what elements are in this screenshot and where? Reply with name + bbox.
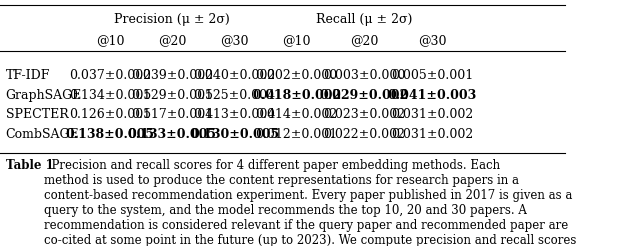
Text: GraphSAGE: GraphSAGE [6, 89, 82, 102]
Text: 0.022±0.002: 0.022±0.002 [323, 128, 405, 141]
Text: Precision (μ ± 2σ): Precision (μ ± 2σ) [115, 13, 230, 26]
Text: @20: @20 [350, 34, 379, 47]
Text: 0.125±0.004: 0.125±0.004 [193, 89, 275, 102]
Text: SPECTER: SPECTER [6, 108, 68, 122]
Text: 0.012±0.001: 0.012±0.001 [255, 128, 338, 141]
Text: 0.039±0.002: 0.039±0.002 [131, 69, 213, 82]
Text: Table 1: Table 1 [6, 159, 53, 172]
Text: @10: @10 [282, 34, 311, 47]
Text: 0.126±0.005: 0.126±0.005 [69, 108, 151, 122]
Text: 0.002±0.000: 0.002±0.000 [255, 69, 338, 82]
Text: 0.138±0.005: 0.138±0.005 [66, 128, 155, 141]
Text: 0.117±0.004: 0.117±0.004 [131, 108, 213, 122]
Text: Recall (μ ± 2σ): Recall (μ ± 2σ) [316, 13, 413, 26]
Text: @30: @30 [418, 34, 447, 47]
Text: @20: @20 [158, 34, 186, 47]
Text: @10: @10 [96, 34, 124, 47]
Text: CombSAGE: CombSAGE [6, 128, 79, 141]
Text: @30: @30 [220, 34, 249, 47]
Text: 0.031±0.002: 0.031±0.002 [391, 128, 474, 141]
Text: Precision and recall scores for 4 different paper embedding methods. Each
method: Precision and recall scores for 4 differ… [44, 159, 577, 246]
Text: 0.134±0.005: 0.134±0.005 [69, 89, 151, 102]
Text: TF-IDF: TF-IDF [6, 69, 50, 82]
Text: 0.113±0.004: 0.113±0.004 [193, 108, 276, 122]
Text: 0.018±0.002: 0.018±0.002 [252, 89, 341, 102]
Text: 0.029±0.002: 0.029±0.002 [320, 89, 409, 102]
Text: 0.041±0.003: 0.041±0.003 [388, 89, 477, 102]
Text: 0.023±0.002: 0.023±0.002 [323, 108, 406, 122]
Text: 0.129±0.005: 0.129±0.005 [131, 89, 213, 102]
Text: 0.005±0.001: 0.005±0.001 [391, 69, 474, 82]
Text: 0.040±0.002: 0.040±0.002 [193, 69, 276, 82]
Text: 0.014±0.002: 0.014±0.002 [255, 108, 338, 122]
Text: 0.031±0.002: 0.031±0.002 [391, 108, 474, 122]
Text: 0.037±0.002: 0.037±0.002 [69, 69, 151, 82]
Text: 0.003±0.000: 0.003±0.000 [323, 69, 406, 82]
Text: 0.133±0.005: 0.133±0.005 [128, 128, 217, 141]
Text: 0.130±0.005: 0.130±0.005 [190, 128, 279, 141]
